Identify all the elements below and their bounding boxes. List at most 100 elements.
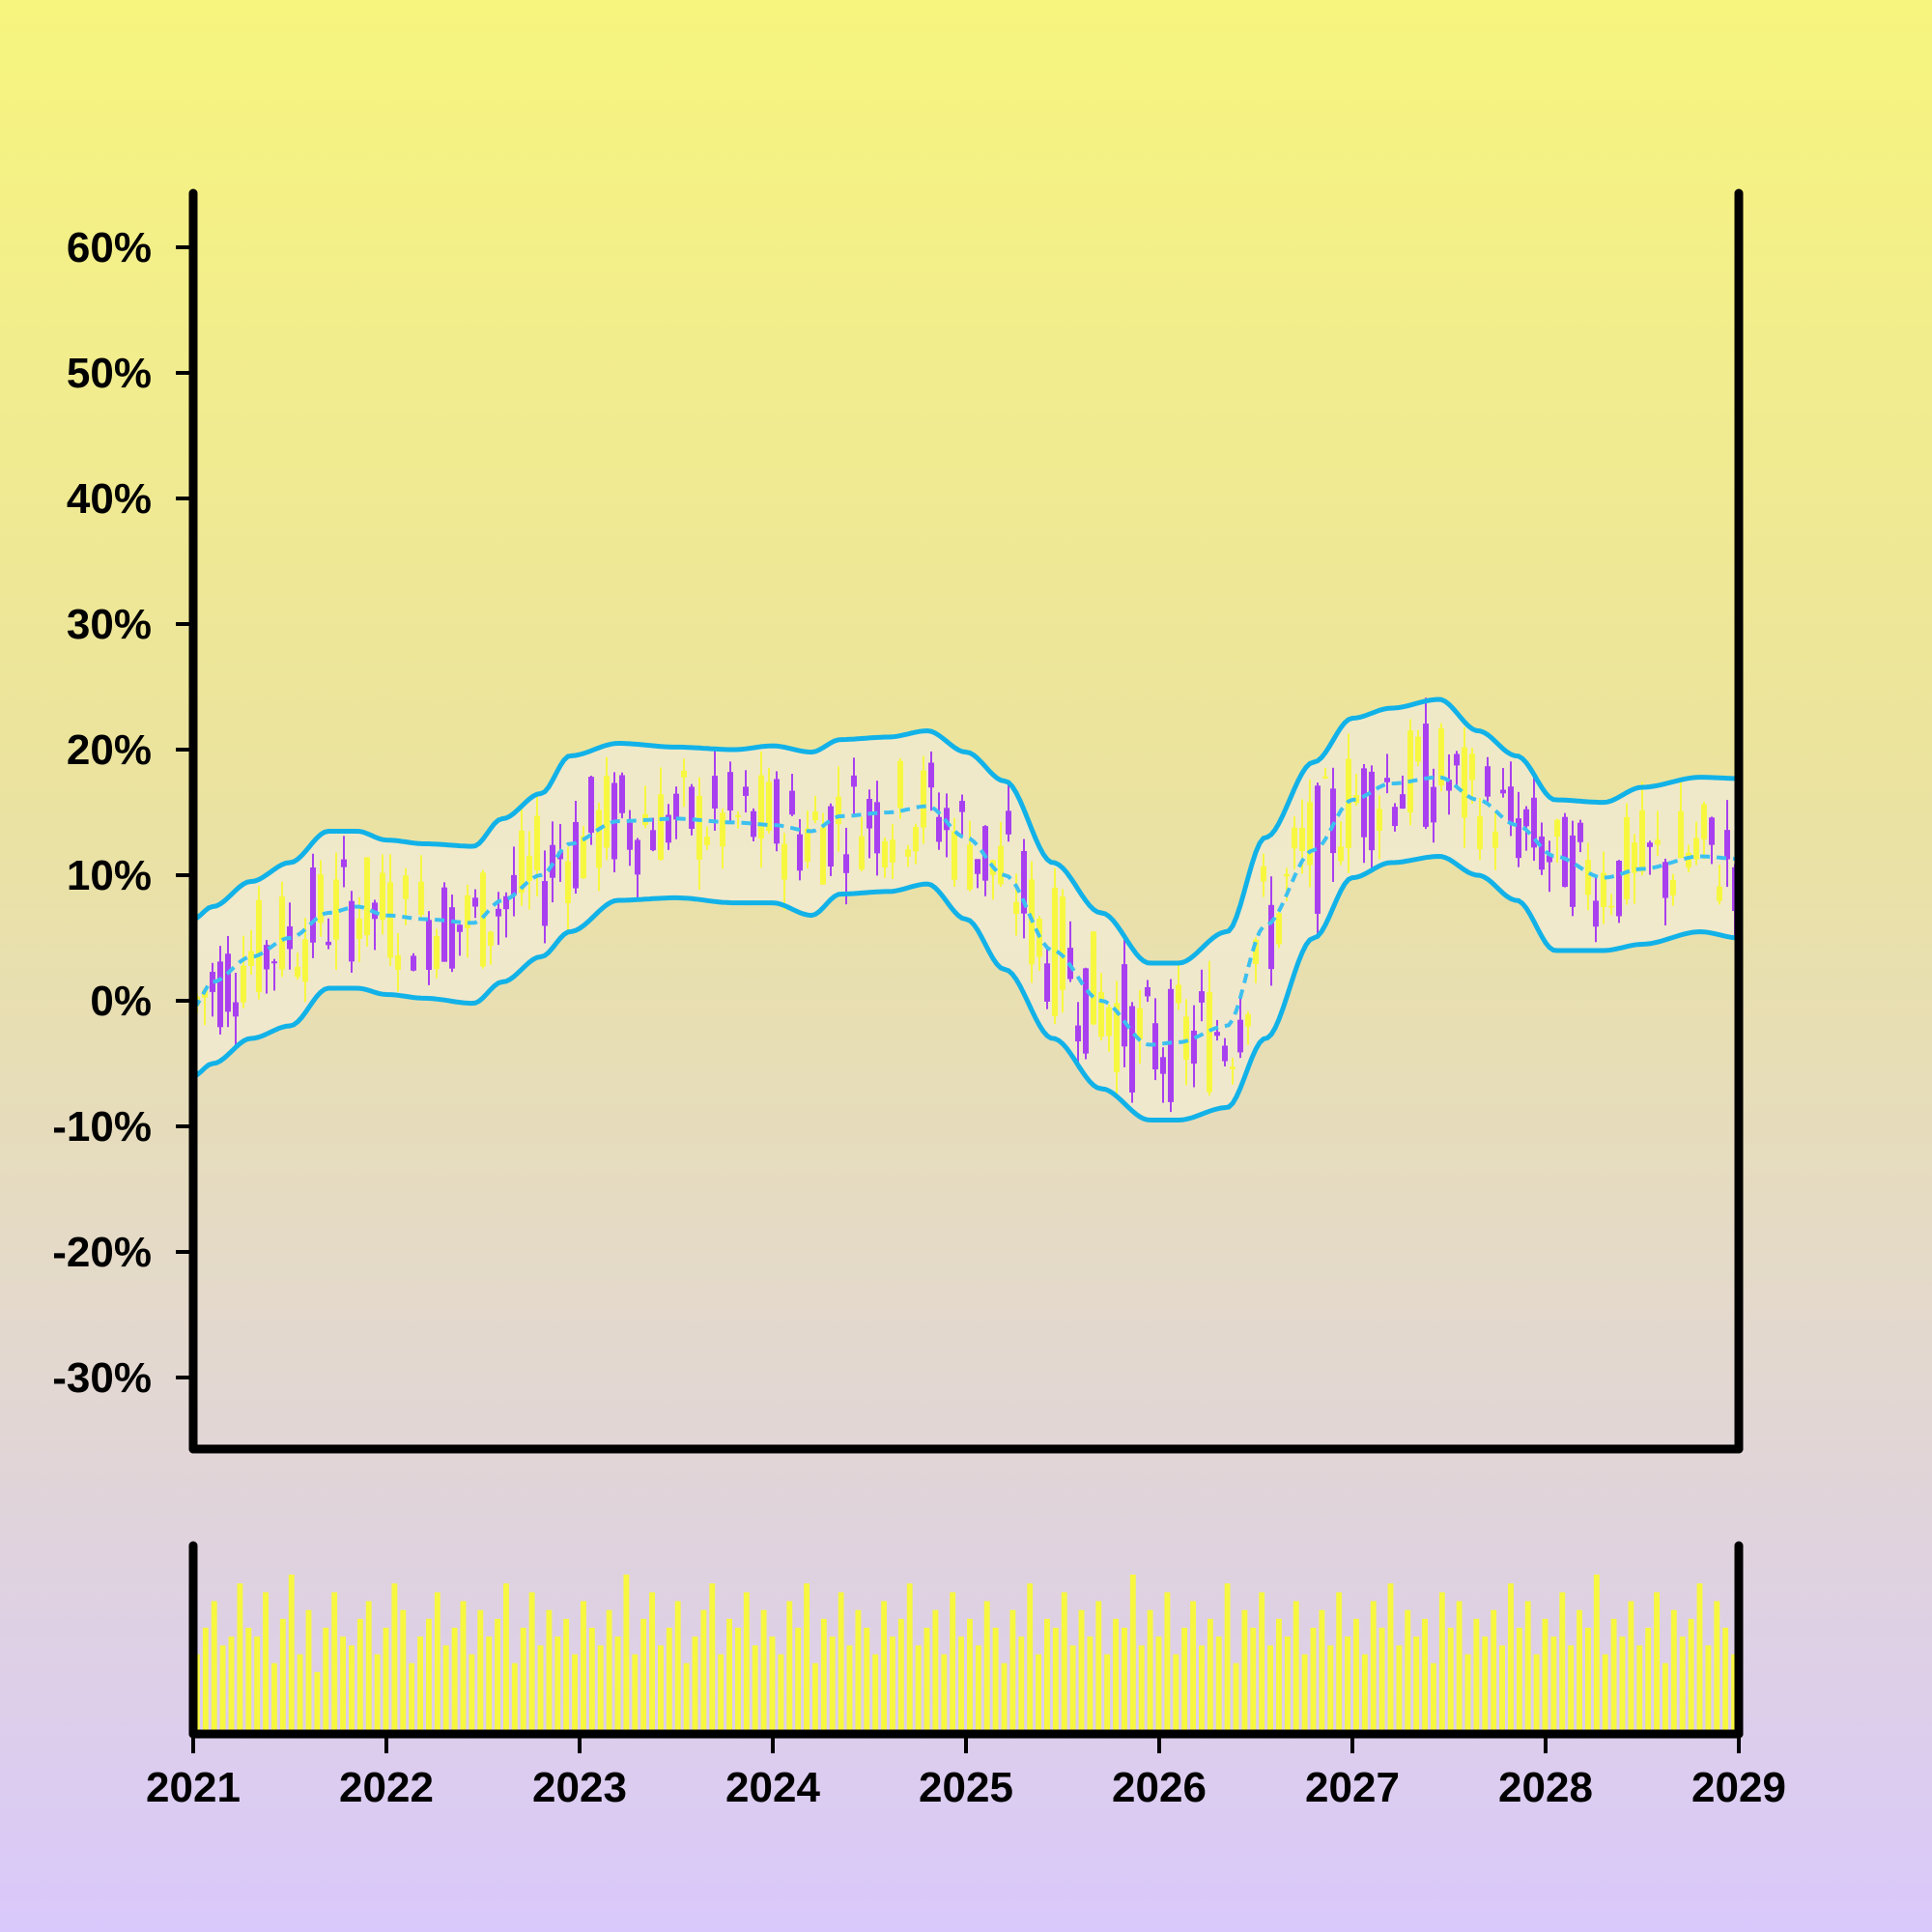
candle-body — [1052, 887, 1058, 1016]
candle-body — [1013, 901, 1019, 915]
candle-body — [1655, 839, 1661, 845]
candle-body — [1477, 815, 1483, 850]
volume-bar — [640, 1618, 647, 1734]
candle-body — [1006, 810, 1011, 835]
candle-body — [1662, 862, 1668, 898]
candle-body — [1531, 797, 1537, 848]
candle-body — [1608, 905, 1614, 908]
candle-body — [758, 775, 764, 839]
candle-body — [1114, 1003, 1120, 1073]
candle-body — [380, 872, 385, 921]
candle-body — [271, 961, 277, 964]
candle-body — [1183, 1016, 1189, 1060]
volume-bar — [1577, 1609, 1582, 1734]
volume-bar — [1044, 1618, 1050, 1734]
volume-bar — [1387, 1583, 1394, 1734]
candle-body — [820, 827, 826, 885]
volume-bar — [1662, 1662, 1668, 1734]
candle-body — [225, 953, 231, 1012]
volume-bar — [417, 1636, 423, 1734]
volume-bar — [1396, 1645, 1403, 1734]
volume-bar — [1036, 1654, 1041, 1734]
candle-body — [859, 836, 865, 870]
bollinger-band — [193, 699, 1739, 1121]
candle-body — [1230, 1066, 1236, 1069]
volume-bar — [735, 1628, 741, 1734]
volume-bar — [1241, 1609, 1248, 1734]
candle-body — [1129, 1006, 1135, 1093]
volume-bar — [1267, 1645, 1273, 1734]
volume-bar — [1018, 1636, 1025, 1734]
candle-body — [217, 961, 223, 1028]
candle-body — [1361, 768, 1367, 838]
volume-bar — [743, 1592, 750, 1734]
candle-body — [1237, 1019, 1243, 1053]
volume-bar — [1001, 1662, 1008, 1734]
candle-body — [1523, 809, 1529, 827]
volume-bar — [297, 1654, 303, 1734]
candle-body — [1400, 794, 1406, 810]
x-tick-label: 2028 — [1498, 1764, 1593, 1811]
volume-bar — [1052, 1628, 1059, 1734]
candle-body — [851, 775, 857, 787]
volume-bar — [597, 1645, 604, 1734]
candle-body — [1392, 807, 1398, 827]
volume-bar — [700, 1609, 707, 1734]
candle-body — [248, 951, 254, 966]
volume-bar — [511, 1662, 518, 1734]
y-tick-label: 60% — [67, 224, 152, 271]
candle-body — [1724, 830, 1730, 860]
volume-bar — [915, 1645, 922, 1734]
candle-body — [434, 935, 440, 970]
volume-bar — [1473, 1618, 1480, 1734]
x-tick-label: 2024 — [725, 1764, 820, 1811]
volume-bar — [709, 1583, 716, 1734]
bollinger-lines — [191, 696, 1740, 1122]
volume-bar — [1310, 1628, 1317, 1734]
volume-bar — [1361, 1654, 1368, 1734]
volume-bar — [1602, 1654, 1608, 1734]
candle-body — [1214, 1032, 1220, 1037]
volume-bar — [718, 1654, 724, 1734]
y-tick-label: -10% — [52, 1103, 152, 1151]
volume-bar — [1173, 1654, 1179, 1734]
candle-body — [295, 966, 300, 978]
volume-bar — [581, 1601, 586, 1734]
volume-bar — [211, 1601, 217, 1734]
volume-bar — [495, 1618, 500, 1734]
candle-body — [588, 777, 594, 834]
volume-bar — [588, 1628, 595, 1734]
volume-bar — [1688, 1618, 1694, 1734]
candle-body — [1037, 919, 1042, 957]
candle-body — [496, 908, 501, 917]
volume-bar — [769, 1636, 776, 1734]
volume-bar — [1705, 1645, 1712, 1734]
candle-body — [241, 965, 246, 1003]
volume-bar — [778, 1654, 784, 1734]
candle-body — [264, 945, 270, 970]
volume-bar — [1568, 1645, 1575, 1734]
candle-body — [449, 907, 455, 969]
candle-body — [411, 955, 416, 971]
volume-bar — [897, 1618, 904, 1734]
x-tick-label: 2026 — [1112, 1764, 1207, 1811]
candle-body — [1199, 991, 1205, 1003]
candle-body — [696, 795, 702, 860]
candle-body — [1616, 861, 1622, 917]
band-fill — [193, 699, 1739, 1121]
volume-bar — [649, 1592, 655, 1734]
candle-body — [1492, 831, 1498, 848]
candle-body — [1547, 855, 1552, 863]
candle-body — [1601, 872, 1606, 907]
volume-bar — [1199, 1645, 1205, 1734]
candle-body — [302, 939, 308, 982]
candle-body — [542, 881, 548, 926]
candle-body — [905, 849, 911, 857]
volume-bar — [537, 1645, 544, 1734]
candle-body — [1245, 1013, 1251, 1027]
candle-body — [526, 855, 532, 881]
volume-bar — [554, 1636, 561, 1734]
candle-body — [1701, 804, 1707, 839]
volume-bar — [1585, 1628, 1591, 1734]
candle-body — [727, 772, 733, 811]
